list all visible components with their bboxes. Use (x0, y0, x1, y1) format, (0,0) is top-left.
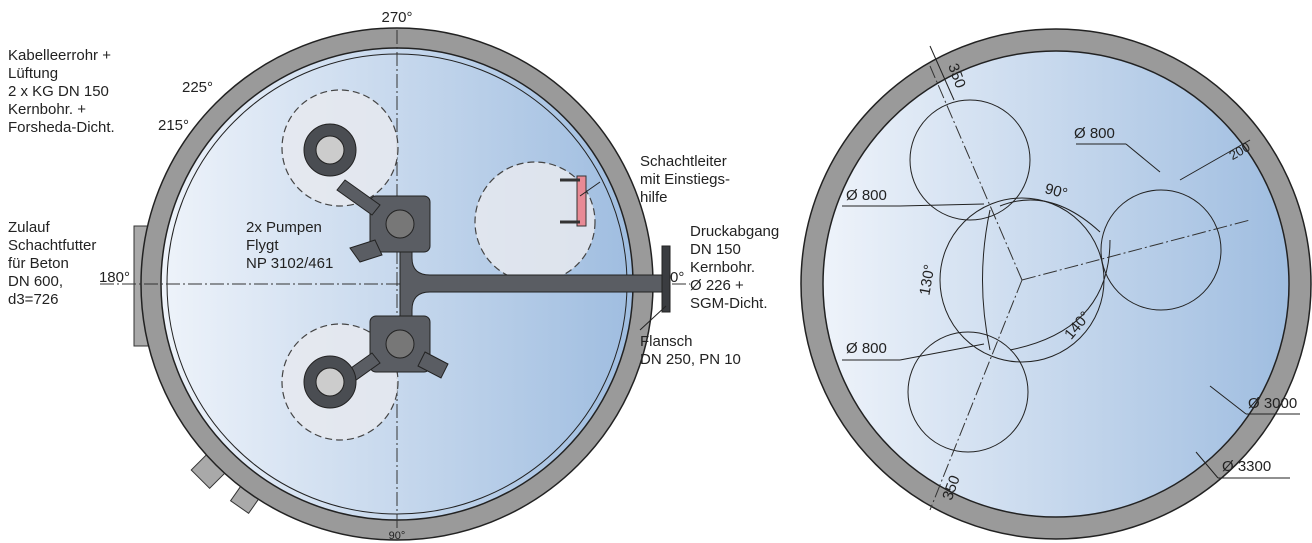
angle-label: 180° (99, 269, 130, 286)
shape (907, 331, 1029, 453)
ladder-note: Schachtleiter (640, 153, 727, 170)
pump-note: 2x Pumpen (246, 219, 322, 236)
shape (336, 179, 381, 216)
ladder (560, 175, 587, 227)
ladder-note: mit Einstiegs- (640, 171, 730, 188)
shape (1009, 239, 1111, 351)
angle-label: 0° (670, 269, 684, 286)
shape (661, 245, 671, 313)
outlet-note: Kernbohr. (690, 259, 755, 276)
shape (417, 351, 449, 379)
cable-note: Forsheda-Dicht. (8, 119, 115, 136)
leader-lines (579, 181, 667, 331)
shape (929, 45, 955, 101)
right-plan (800, 28, 1312, 540)
dimension: Ø 800 (1074, 125, 1115, 142)
inlet-note: d3=726 (8, 291, 58, 308)
center-lines (929, 65, 1251, 511)
angle-label: 90° (1043, 180, 1069, 202)
angle-label: 225° (182, 79, 213, 96)
shape (579, 181, 601, 197)
outlet-note: SGM-Dicht. (690, 295, 768, 312)
shape (385, 329, 415, 359)
shape (385, 209, 415, 239)
pump-note: NP 3102/461 (246, 255, 333, 272)
angle-label: 130° (916, 263, 938, 297)
inlet-note: DN 600, (8, 273, 63, 290)
outlet-note: Ø 226 + (690, 277, 744, 294)
cable-note: 2 x KG DN 150 (8, 83, 109, 100)
inlet-note: Zulauf (8, 219, 51, 236)
dimension-lines (842, 45, 1300, 479)
dimension: Ø 3000 (1248, 395, 1297, 412)
shape (1195, 451, 1219, 479)
shape (929, 279, 1023, 511)
outlet-note: DN 150 (690, 241, 741, 258)
angle-label: 215° (158, 117, 189, 134)
shape (1100, 189, 1222, 311)
angle-label: 270° (381, 9, 412, 26)
shape (982, 209, 991, 351)
shape (899, 203, 985, 207)
shape (999, 199, 1101, 233)
shape (315, 135, 345, 165)
pump-note: Flygt (246, 237, 279, 254)
shaft-interior (822, 50, 1290, 518)
pump-motor (303, 123, 357, 409)
cable-note: Kabelleerrohr + (8, 47, 111, 64)
pipework (336, 179, 671, 389)
shape (576, 175, 587, 227)
inlet-note: Schachtfutter (8, 237, 96, 254)
left-plan (100, 27, 690, 541)
shape (639, 305, 667, 331)
cable-note: Kernbohr. + (8, 101, 86, 118)
outlet-note: Druckabgang (690, 223, 779, 240)
shape (1021, 219, 1251, 281)
flange-note: DN 250, PN 10 (640, 351, 741, 368)
shape (1179, 139, 1251, 181)
inlet-note: für Beton (8, 255, 69, 272)
angle-label: 90° (389, 530, 406, 542)
dimension: Ø 800 (846, 187, 887, 204)
ladder-note: hilfe (640, 189, 668, 206)
shape (1209, 385, 1247, 415)
shape (899, 343, 985, 361)
dimension: Ø 800 (846, 340, 887, 357)
shape (315, 367, 345, 397)
shape (929, 65, 1023, 281)
shape (349, 239, 383, 263)
shape (909, 99, 1031, 221)
shape (1125, 143, 1161, 173)
cable-note: Lüftung (8, 65, 58, 82)
dimension: Ø 3300 (1222, 458, 1271, 475)
flange-note: Flansch (640, 333, 693, 350)
